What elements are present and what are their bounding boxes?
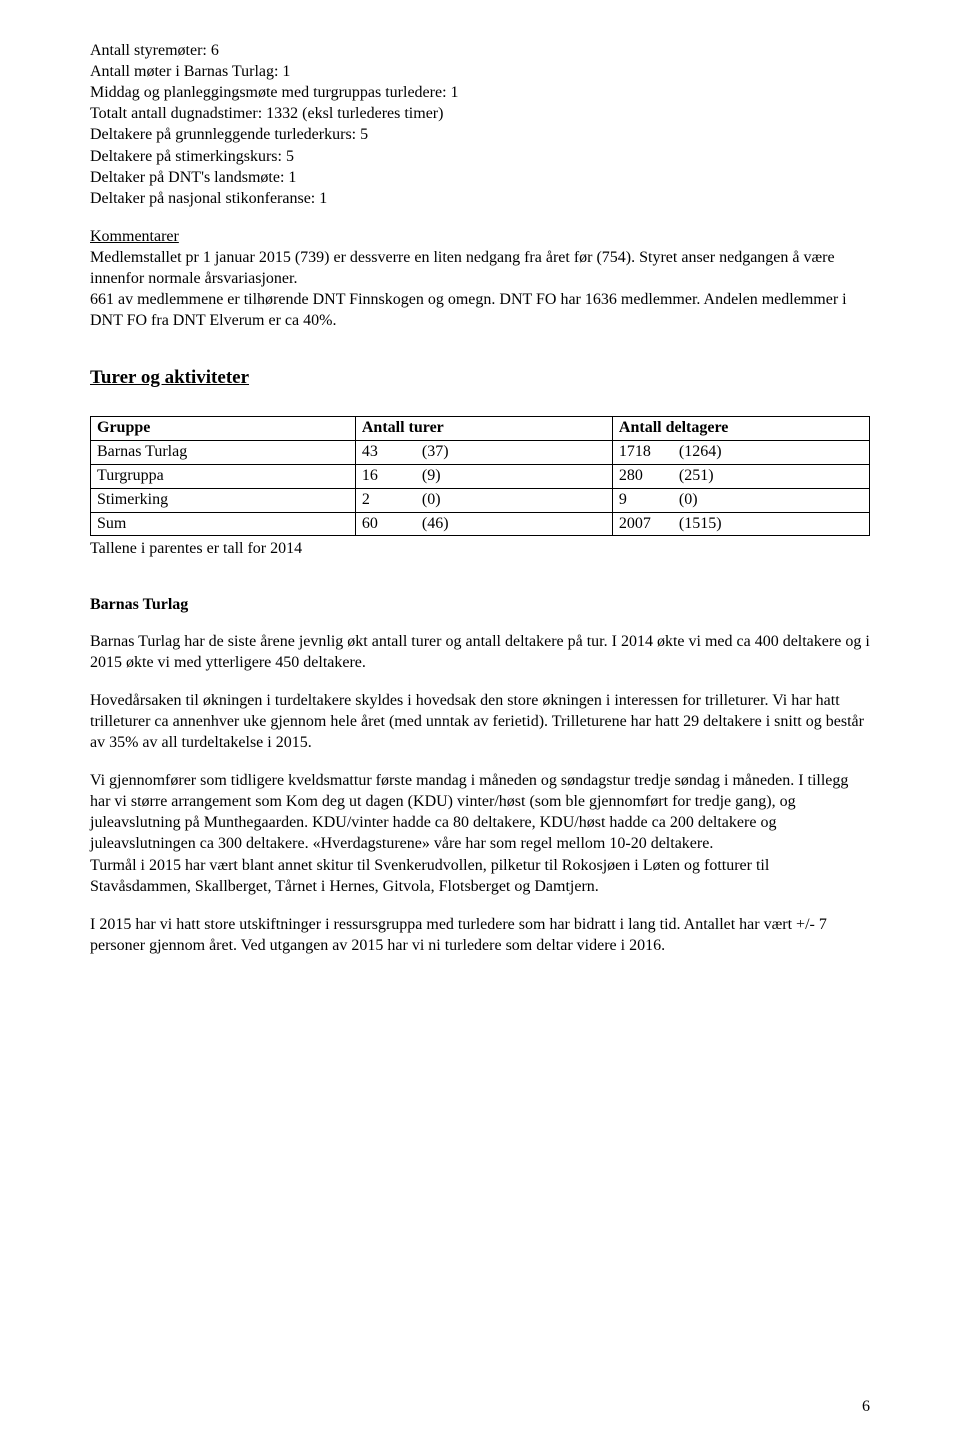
cell-gruppe: Stimerking xyxy=(91,488,356,512)
stat-line: Middag og planleggingsmøte med turgruppa… xyxy=(90,82,870,103)
table-row: Stimerking 2(0) 9(0) xyxy=(91,488,870,512)
activities-table: Gruppe Antall turer Antall deltagere Bar… xyxy=(90,416,870,536)
stat-line: Deltaker på DNT's landsmøte: 1 xyxy=(90,167,870,188)
stat-line: Deltakere på stimerkingskurs: 5 xyxy=(90,146,870,167)
cell-turer: 2(0) xyxy=(355,488,612,512)
page-number: 6 xyxy=(862,1398,870,1416)
table-row: Barnas Turlag 43(37) 1718(1264) xyxy=(91,441,870,465)
cell-deltagere: 1718(1264) xyxy=(612,441,869,465)
paragraph: Turmål i 2015 har vært blant annet skitu… xyxy=(90,857,769,895)
kommentarer-body2: 661 av medlemmene er tilhørende DNT Finn… xyxy=(90,291,847,329)
stats-block: Antall styremøter: 6 Antall møter i Barn… xyxy=(90,40,870,209)
table-header-row: Gruppe Antall turer Antall deltagere xyxy=(91,417,870,441)
table-row: Turgruppa 16(9) 280(251) xyxy=(91,465,870,489)
cell-deltagere: 280(251) xyxy=(612,465,869,489)
cell-turer: 16(9) xyxy=(355,465,612,489)
paragraph: Hovedårsaken til økningen i turdeltakere… xyxy=(90,690,870,753)
document-page: Antall styremøter: 6 Antall møter i Barn… xyxy=(0,0,960,1456)
paragraph: I 2015 har vi hatt store utskiftninger i… xyxy=(90,914,870,956)
table-caption: Tallene i parentes er tall for 2014 xyxy=(90,538,870,559)
cell-turer: 60(46) xyxy=(355,512,612,536)
cell-turer: 43(37) xyxy=(355,441,612,465)
kommentarer-body: Medlemstallet pr 1 januar 2015 (739) er … xyxy=(90,249,835,287)
th-antall-deltagere: Antall deltagere xyxy=(612,417,869,441)
stat-line: Antall møter i Barnas Turlag: 1 xyxy=(90,61,870,82)
cell-deltagere: 2007(1515) xyxy=(612,512,869,536)
table-row: Sum 60(46) 2007(1515) xyxy=(91,512,870,536)
cell-gruppe: Turgruppa xyxy=(91,465,356,489)
stat-line: Deltakere på grunnleggende turlederkurs:… xyxy=(90,124,870,145)
cell-gruppe: Barnas Turlag xyxy=(91,441,356,465)
kommentarer-label: Kommentarer xyxy=(90,228,179,245)
th-gruppe: Gruppe xyxy=(91,417,356,441)
section-heading: Turer og aktiviteter xyxy=(90,367,870,389)
paragraph-block: Vi gjennomfører som tidligere kveldsmatt… xyxy=(90,770,870,897)
stat-line: Totalt antall dugnadstimer: 1332 (eksl t… xyxy=(90,103,870,124)
paragraph: Vi gjennomfører som tidligere kveldsmatt… xyxy=(90,772,848,852)
stat-line: Antall styremøter: 6 xyxy=(90,40,870,61)
kommentarer-block: Kommentarer Medlemstallet pr 1 januar 20… xyxy=(90,226,870,332)
stat-line: Deltaker på nasjonal stikonferanse: 1 xyxy=(90,188,870,209)
paragraph: Barnas Turlag har de siste årene jevnlig… xyxy=(90,631,870,673)
cell-deltagere: 9(0) xyxy=(612,488,869,512)
cell-gruppe: Sum xyxy=(91,512,356,536)
th-antall-turer: Antall turer xyxy=(355,417,612,441)
sub-heading: Barnas Turlag xyxy=(90,596,870,614)
